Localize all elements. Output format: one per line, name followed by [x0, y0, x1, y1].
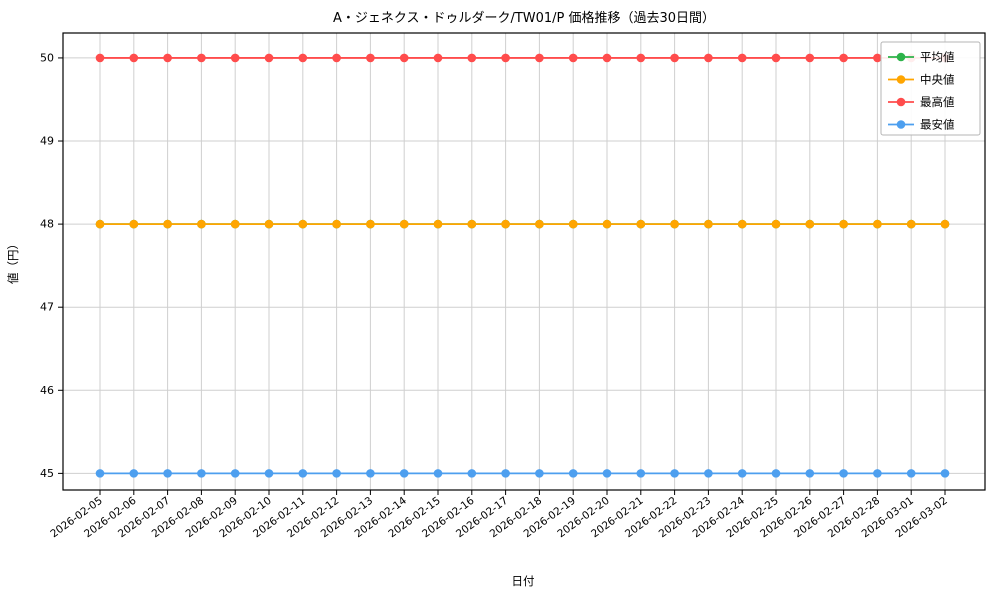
series-marker-3	[129, 469, 139, 478]
series-marker-3	[737, 469, 747, 478]
series-marker-3	[839, 469, 848, 478]
series-marker-1	[873, 219, 882, 229]
series-marker-1	[298, 219, 308, 229]
series-marker-2	[501, 53, 510, 63]
series-marker-3	[433, 469, 443, 478]
series-marker-1	[197, 219, 206, 229]
series-marker-3	[399, 469, 409, 478]
series-marker-1	[737, 219, 747, 229]
series-marker-1	[839, 219, 848, 229]
legend-marker-sample-2	[896, 97, 906, 107]
y-tick-label: 45	[40, 467, 54, 480]
series-marker-3	[670, 469, 679, 478]
y-tick-label: 46	[40, 384, 54, 397]
series-marker-2	[636, 53, 646, 63]
series-marker-2	[264, 53, 274, 63]
series-marker-1	[940, 219, 950, 229]
y-tick-label: 50	[40, 51, 54, 64]
series-marker-2	[433, 53, 443, 63]
series-marker-2	[467, 53, 477, 63]
plot-border	[62, 32, 986, 491]
series-marker-3	[163, 469, 172, 478]
series-marker-3	[298, 469, 308, 478]
series-marker-1	[670, 219, 679, 229]
legend-label-3: 最安値	[920, 118, 955, 132]
series-marker-2	[230, 53, 240, 63]
series-marker-1	[129, 219, 139, 229]
series-marker-1	[771, 219, 781, 229]
series-marker-3	[264, 469, 274, 478]
series-marker-2	[535, 53, 544, 63]
series-marker-1	[399, 219, 409, 229]
series-marker-2	[163, 53, 172, 63]
series-marker-3	[940, 469, 950, 478]
series-marker-1	[230, 219, 240, 229]
series-marker-1	[95, 219, 105, 229]
series-marker-1	[636, 219, 646, 229]
series-marker-2	[839, 53, 848, 63]
series-marker-2	[602, 53, 612, 63]
series-marker-3	[332, 469, 341, 478]
legend-marker-sample-3	[896, 120, 906, 129]
legend-marker-sample-0	[896, 52, 906, 62]
series-marker-2	[399, 53, 409, 63]
series-marker-1	[704, 219, 713, 229]
series-marker-1	[163, 219, 172, 229]
series-marker-2	[771, 53, 781, 63]
legend-box	[880, 41, 981, 136]
series-marker-3	[602, 469, 612, 478]
series-marker-3	[568, 469, 578, 478]
series-marker-3	[906, 469, 916, 478]
series-marker-2	[568, 53, 578, 63]
series-marker-3	[230, 469, 240, 478]
series-marker-1	[332, 219, 341, 229]
series-marker-1	[366, 219, 375, 229]
series-marker-2	[704, 53, 713, 63]
series-marker-1	[467, 219, 477, 229]
series-marker-2	[129, 53, 139, 63]
series-marker-2	[737, 53, 747, 63]
series-marker-2	[197, 53, 206, 63]
series-marker-3	[771, 469, 781, 478]
series-marker-2	[873, 53, 882, 63]
series-marker-1	[264, 219, 274, 229]
series-marker-2	[805, 53, 815, 63]
y-tick-label: 47	[40, 301, 54, 314]
series-marker-3	[535, 469, 544, 478]
series-marker-1	[535, 219, 544, 229]
series-marker-2	[366, 53, 375, 63]
series-marker-3	[95, 469, 105, 478]
series-marker-1	[906, 219, 916, 229]
series-marker-3	[501, 469, 510, 478]
series-marker-1	[501, 219, 510, 229]
series-marker-3	[704, 469, 713, 478]
legend-label-1: 中央値	[920, 73, 955, 87]
series-marker-3	[636, 469, 646, 478]
series-marker-2	[95, 53, 105, 63]
series-marker-1	[433, 219, 443, 229]
plot-layer: 4546474849502026-02-052026-02-062026-02-…	[40, 32, 986, 540]
series-marker-2	[332, 53, 341, 63]
series-marker-3	[873, 469, 882, 478]
x-axis-label: 日付	[512, 574, 535, 588]
legend-label-0: 平均値	[920, 50, 955, 64]
legend-marker-sample-1	[896, 75, 906, 84]
series-marker-3	[197, 469, 206, 478]
legend-label-2: 最高値	[920, 95, 955, 109]
series-marker-3	[366, 469, 375, 478]
series-marker-3	[467, 469, 477, 478]
y-tick-label: 48	[40, 218, 54, 231]
y-tick-label: 49	[40, 135, 54, 148]
series-marker-2	[670, 53, 679, 63]
chart-title: A・ジェネクス・ドゥルダーク/TW01/P 価格推移（過去30日間）	[333, 10, 715, 26]
y-axis-label: 値（円）	[6, 238, 20, 284]
series-marker-3	[805, 469, 815, 478]
series-marker-1	[568, 219, 578, 229]
series-marker-1	[602, 219, 612, 229]
series-marker-2	[298, 53, 308, 63]
series-marker-1	[805, 219, 815, 229]
